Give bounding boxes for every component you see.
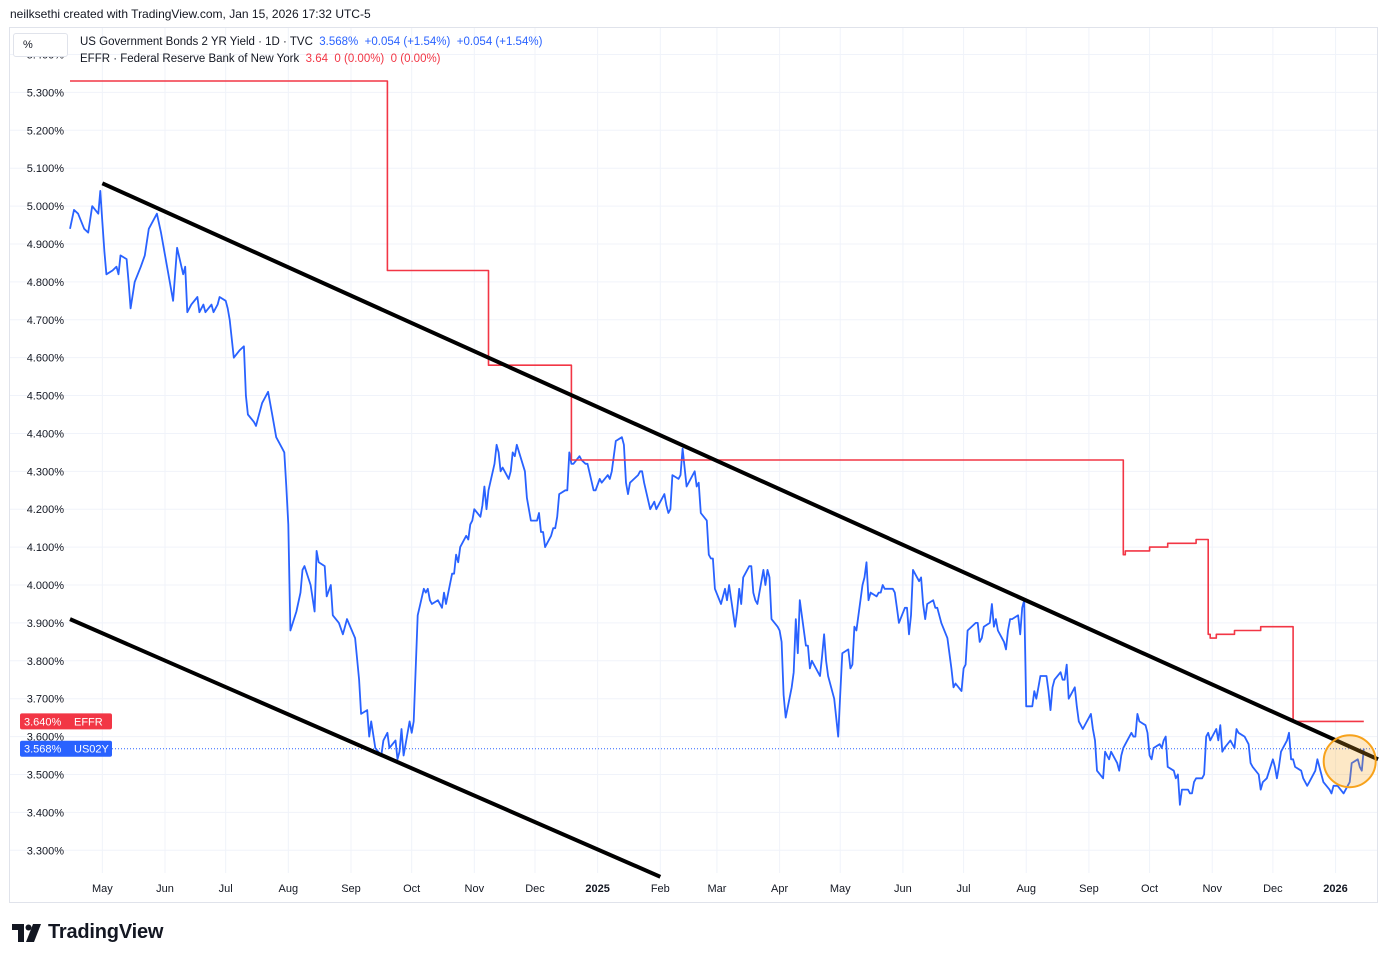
tradingview-logo-icon [12,923,41,942]
y-tick-label: 3.600% [27,732,65,744]
price-label-bg [20,713,112,730]
overlays [69,181,1379,879]
y-tick-label: 4.900% [27,239,65,251]
y-tick-label: 4.700% [27,315,65,327]
x-tick-label: May [830,883,851,895]
x-tick-label: Nov [465,883,485,895]
series-line-effr [70,80,1364,723]
legend-change: 0 (0.00%) [334,53,385,65]
x-tick-label: Oct [403,883,420,895]
x-tick-label: Nov [1202,883,1222,895]
legend-name: EFFR · Federal Reserve Bank of New York [80,53,300,65]
legend-value: 3.64 [305,53,329,65]
x-tick-label: May [92,883,113,895]
y-tick-label: 4.500% [27,391,65,403]
price-label-name: EFFR [74,716,103,728]
x-tick-label: 2026 [1323,883,1347,895]
x-tick-label: Sep [1079,883,1099,895]
y-tick-label: 3.400% [27,807,65,819]
price-label-name: US02Y [74,744,110,756]
legend-name: US Government Bonds 2 YR Yield · 1D · TV… [80,36,313,48]
legend: US Government Bonds 2 YR Yield · 1D · TV… [80,34,542,68]
x-tick-label: Jul [219,883,233,895]
y-tick-label: 5.200% [27,125,65,137]
y-tick-label: 4.400% [27,428,65,440]
y-tick-label: 4.200% [27,504,65,516]
legend-value: 3.568% [319,36,359,48]
legend-row-us02y[interactable]: US Government Bonds 2 YR Yield · 1D · TV… [80,34,542,51]
x-tick-label: Jun [156,883,174,895]
trendline-1 [101,181,1379,762]
percent-scale-toggle[interactable]: % [13,33,68,57]
x-tick-label: Dec [1263,883,1283,895]
tradingview-brand: TradingView [48,921,164,943]
price-label-bg [20,740,112,757]
highlight-circle [1322,734,1377,789]
x-tick-label: Apr [771,883,788,895]
x-axis: May Jun Jul Aug Sep Oct Nov Dec 2025 Feb Mar Apr May… [92,883,1348,895]
x-tick-label: Aug [1016,883,1036,895]
x-tick-label: Dec [525,883,545,895]
y-tick-label: 4.800% [27,277,65,289]
y-tick-label: 3.500% [27,769,65,781]
x-tick-label: Feb [651,883,670,895]
legend-row-effr[interactable]: EFFR · Federal Reserve Bank of New York … [80,51,542,68]
header-credit: neilksethi created with TradingView.com,… [10,7,371,21]
x-tick-label: Mar [707,883,726,895]
y-tick-label: 3.800% [27,656,65,668]
x-tick-label: Aug [279,883,299,895]
legend-change: +0.054 (+1.54%) [456,36,543,48]
legend-change: 0 (0.00%) [390,53,441,65]
y-tick-label: 4.300% [27,466,65,478]
y-tick-label: 5.300% [27,87,65,99]
y-tick-label: 5.100% [27,163,65,175]
legend-change: +0.054 (+1.54%) [364,36,451,48]
trendline-2 [69,617,662,879]
tradingview-logo[interactable]: TradingView [12,921,163,944]
y-tick-label: 4.100% [27,542,65,554]
price-label-value: 3.640% [24,716,62,728]
y-axis: 5.400%5.300%5.200%5.100%5.000%4.900%4.80… [27,50,65,858]
x-tick-label: 2025 [585,883,609,895]
percent-label: % [23,39,33,51]
series-line-us02y [69,190,1365,806]
x-tick-label: Jun [894,883,912,895]
x-tick-label: Oct [1141,883,1158,895]
y-tick-label: 4.000% [27,580,65,592]
y-tick-label: 3.900% [27,618,65,630]
x-tick-label: Jul [957,883,971,895]
y-tick-label: 4.600% [27,353,65,365]
series [69,80,1378,806]
y-tick-label: 3.700% [27,694,65,706]
y-tick-label: 5.000% [27,201,65,213]
x-tick-label: Sep [341,883,361,895]
price-label-value: 3.568% [24,744,62,756]
y-tick-label: 3.300% [27,845,65,857]
price-labels: 3.640% EFFR 3.568% US02Y [20,713,112,757]
